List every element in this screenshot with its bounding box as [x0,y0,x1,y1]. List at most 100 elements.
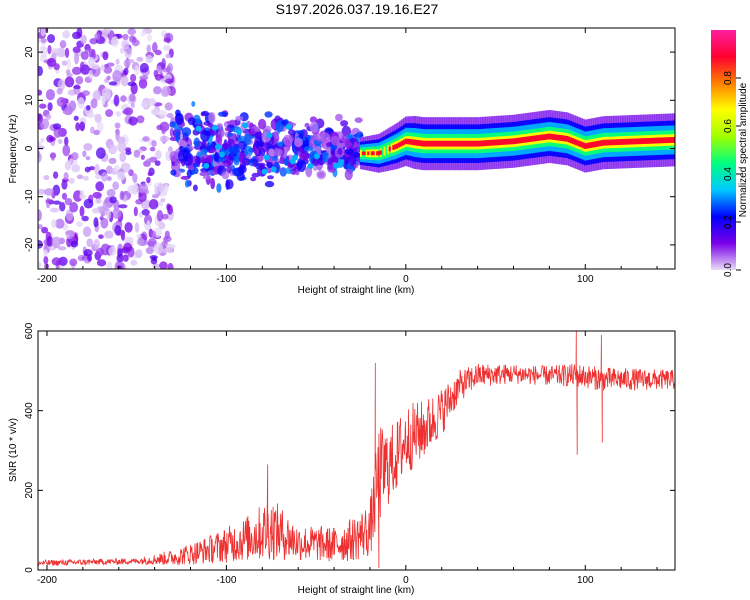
spectrogram-band-cell [449,140,452,147]
spectrogram-cell [116,253,124,263]
spectrogram-band-cell [381,144,384,160]
spectrogram-band-cell [616,139,619,146]
spectrogram-cell [68,158,78,167]
spectrogram-cell [293,137,303,148]
spectrogram-cell [111,36,119,48]
spectrogram-cell [309,116,318,123]
spectrogram-band-cell [557,134,560,141]
spectrogram-band-cell [630,138,634,145]
spectrogram-band-cell [395,143,399,149]
spectrogram-band-cell [568,136,571,143]
spectrogram-cell [312,166,318,171]
spectrogram-cell [69,201,79,213]
spectrogram-cell [159,261,168,269]
chart-title: S197.2026.037.19.16.E27 [276,1,439,17]
spectrogram-cell [115,111,122,117]
spectrogram-band-cell [543,134,546,141]
spectrogram-cell [156,67,164,74]
spectrogram-cell [94,113,102,124]
spectrogram-cell [108,246,117,257]
spectrogram-band-cell [359,149,363,157]
spectrogram-band-cell [534,135,537,142]
spectrogram-cell [200,156,206,164]
spectrogram-band-cell [403,139,406,145]
spectrogram-band-cell [546,133,549,140]
spectrogram-band-cell [580,141,583,148]
spectrogram-cell [248,158,258,163]
spectrogram-band-cell [612,139,616,146]
spectrogram-cell [98,234,104,239]
spectrogram-cell [125,150,132,156]
spectrogram-band-cell [663,137,666,144]
spectrogram-band-cell [627,138,630,145]
spectrogram-cell [145,247,154,255]
spectrogram-cell [133,149,141,158]
spectrogram-cell [175,109,181,117]
spectrogram-cell [146,176,151,184]
snr-x-ticks: -200 -100 0 100 [37,331,658,586]
spectrogram-hotspot [270,166,277,173]
spectrogram-cell [124,222,133,233]
spectrogram-band-cell [394,144,397,150]
spectrogram-cell [178,149,185,162]
spectrogram-cell [82,226,92,238]
spectrogram-cell [81,215,89,222]
spectrogram-band-cell [605,139,609,146]
spectrogram-cell [129,93,136,103]
spectrogram-cell [46,57,57,67]
spectrogram-cell [86,238,94,247]
spectrogram-cell [76,28,83,38]
spectrogram-hotspot [263,154,270,161]
spectrogram-cell [187,117,196,126]
spectrogram-band-cell [641,138,644,145]
spectrogram-cell [75,122,81,132]
spectrogram-cell [105,109,114,118]
spectrogram-cell [57,79,66,91]
spectrogram-cell [95,174,102,180]
spectrogram-cell [117,265,123,269]
x-tick-label: 100 [577,274,594,285]
spectrogram-cell [52,200,61,205]
spectrogram-cell [157,183,165,192]
spectrogram-cell [88,48,94,59]
spectrogram-band-cell [482,140,485,147]
spectrogram-hotspot [242,122,249,129]
spectrogram-band-cell [370,151,373,156]
spectrogram-cell [181,142,188,148]
spectrogram-band-cell [602,139,605,146]
spectrogram-cell [77,97,85,109]
spectrogram-band-cell [392,145,395,150]
spectrogram-band-cell [582,142,585,149]
spectrogram-cell [175,130,180,143]
spectrogram-cell [96,121,104,133]
spectrogram-cell [231,146,241,154]
spectrogram-cell [114,164,120,173]
spectrogram-cell [221,171,230,180]
spectrogram-band-cell [639,138,643,145]
spectrogram-cell [258,118,267,130]
spectrogram-cell [163,183,169,193]
spectrogram-cell [264,180,275,188]
spectrogram-band-cell [499,139,503,146]
spectrogram-band-cell [480,140,483,147]
spectrogram-band-cell [426,140,429,147]
spectrogram-cell [132,173,138,183]
spectrogram-cell [214,151,219,163]
spectrogram-heatmap [38,28,675,269]
spectrogram-cell [116,171,126,181]
spectrogram-cell [330,135,340,146]
spectrogram-cell [119,151,127,163]
spectrogram-cell [255,147,260,156]
spectrogram-band-cell [433,140,436,147]
spectrogram-cell [69,258,78,267]
spectrogram-band-cell [523,136,526,143]
spectrogram-cell [122,109,131,115]
spectrogram-cell [136,237,145,246]
spectrogram-cell [266,161,273,169]
spectrogram-cell [100,64,105,71]
spectrogram-cell [273,148,284,157]
spectrogram-band-cell [526,136,530,143]
spectrogram-band-cell [467,140,470,147]
spectrogram-hotspot [285,123,292,130]
spectrogram-y-label: Frequency (Hz) [8,115,19,184]
